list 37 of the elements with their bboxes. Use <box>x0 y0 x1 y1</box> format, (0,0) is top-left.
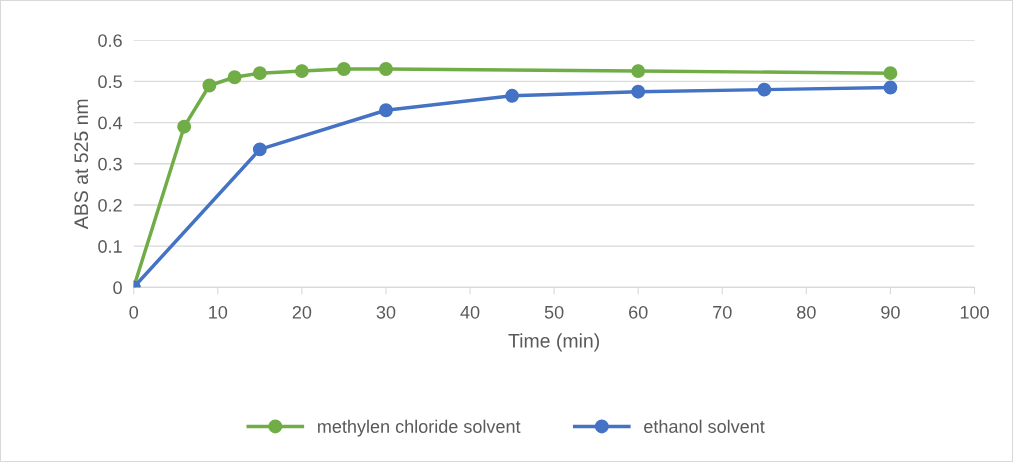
x-tick-label: 50 <box>544 305 564 319</box>
point <box>379 62 393 76</box>
point <box>631 64 646 79</box>
y-tick-label: 0.1 <box>98 240 122 253</box>
point <box>294 64 309 79</box>
y-tick-label: 0.6 <box>98 34 122 47</box>
y-tick-label: 0.5 <box>98 75 122 89</box>
point <box>252 142 267 157</box>
x-tick-label: 90 <box>881 305 900 319</box>
point <box>883 66 898 81</box>
x-tick-label: 30 <box>376 305 396 319</box>
y-axis-title: ABS at 525 nm <box>74 99 89 230</box>
point <box>336 62 351 76</box>
x-tick-label: 10 <box>209 305 228 319</box>
point <box>202 78 217 93</box>
point <box>252 66 267 81</box>
x-tick-label: 80 <box>797 305 816 319</box>
point <box>177 119 192 134</box>
point <box>883 80 898 95</box>
point <box>757 82 772 97</box>
legend-label: methylen chloride solvent <box>318 419 521 437</box>
x-tick-label: 40 <box>460 305 480 319</box>
x-tick-label: 70 <box>713 305 732 319</box>
y-tick-label: 0.2 <box>98 198 122 212</box>
x-tick-label: 100 <box>960 305 989 319</box>
point <box>379 103 393 118</box>
x-tick-label: 60 <box>629 305 648 319</box>
x-tick-label: 20 <box>292 305 312 319</box>
y-tick-label: 0.3 <box>98 157 122 171</box>
point <box>631 84 646 99</box>
point <box>505 88 520 103</box>
legend-label: ethanol solvent <box>644 419 765 433</box>
y-tick-label: 0.4 <box>98 116 123 130</box>
x-tick-label: 0 <box>129 305 139 319</box>
y-tick-label: 0 <box>113 281 122 295</box>
x-axis-title: Time (min) <box>508 333 599 352</box>
point <box>227 70 242 85</box>
